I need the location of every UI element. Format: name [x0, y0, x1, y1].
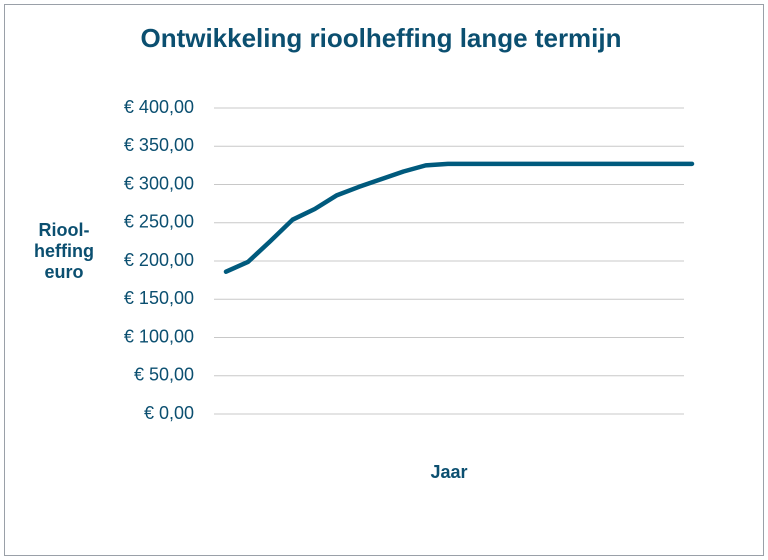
y-tick-label: € 300,00	[124, 173, 194, 193]
x-axis-label: Jaar	[430, 462, 467, 482]
y-tick-label: € 200,00	[124, 250, 194, 270]
y-tick-label: € 0,00	[144, 403, 194, 423]
y-tick-label: € 150,00	[124, 288, 194, 308]
y-tick-label: € 50,00	[134, 365, 194, 385]
chart-frame	[4, 4, 764, 556]
y-tick-label: € 400,00	[124, 97, 194, 117]
data-line	[223, 161, 695, 274]
chart-title: Ontwikkeling rioolheffing lange termijn	[140, 23, 621, 53]
y-axis-label: euro	[44, 262, 83, 282]
y-tick-label: € 250,00	[124, 212, 194, 232]
y-tick-label: € 100,00	[124, 326, 194, 346]
y-axis-label: heffing	[34, 241, 94, 261]
y-tick-label: € 350,00	[124, 135, 194, 155]
y-axis-label: Riool-	[39, 220, 90, 240]
